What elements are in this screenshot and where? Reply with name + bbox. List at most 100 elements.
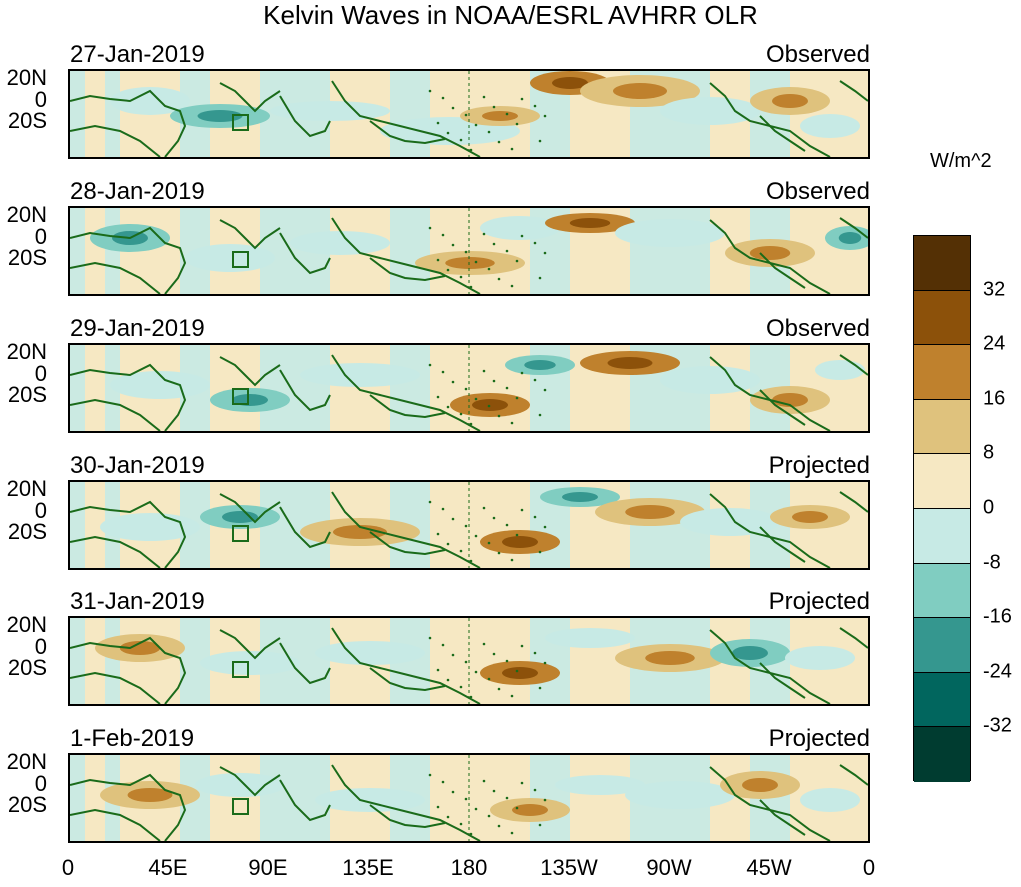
anomaly-core: [838, 232, 862, 244]
coastline: [219, 766, 281, 797]
coastline: [279, 369, 331, 412]
panel-status: Projected: [768, 588, 870, 615]
anomaly-contour: [815, 360, 865, 380]
island: [451, 653, 455, 657]
latitude-label: 0: [34, 771, 47, 796]
longitude-label: 0: [61, 855, 75, 880]
anomaly-band: [70, 618, 85, 704]
latitude-label: 20N: [6, 65, 47, 90]
colorbar-tick-label: -16: [983, 605, 1012, 628]
island: [487, 267, 491, 271]
island: [538, 550, 542, 554]
island: [538, 413, 542, 417]
latitude-label: 20N: [6, 612, 47, 637]
island: [492, 105, 496, 109]
anomaly-contour: [555, 775, 645, 795]
island: [533, 241, 537, 245]
island: [451, 380, 455, 384]
island: [482, 642, 486, 646]
anomaly-core: [569, 218, 611, 228]
island: [446, 815, 450, 819]
map-canvas: [70, 482, 868, 568]
anomaly-contour: [300, 363, 420, 387]
colorbar-swatch: [914, 563, 970, 619]
island: [464, 660, 468, 664]
island: [459, 138, 463, 142]
island: [497, 551, 501, 555]
island: [464, 387, 468, 391]
anomaly-core: [613, 83, 667, 99]
island: [482, 506, 486, 510]
island: [482, 779, 486, 783]
coastline: [70, 261, 161, 294]
coastline: [759, 799, 806, 836]
coastline: [709, 493, 831, 568]
island: [469, 422, 473, 426]
island: [482, 95, 486, 99]
coastline: [331, 217, 481, 294]
latitude-label: 20N: [6, 339, 47, 364]
colorbar-swatch: [914, 672, 970, 728]
olr-anomaly-map: [68, 343, 870, 433]
island: [520, 508, 524, 512]
coastline: [219, 356, 281, 387]
panel-status: Projected: [768, 452, 870, 479]
map-canvas: [70, 345, 868, 431]
anomaly-contour: [185, 244, 275, 272]
anomaly-contour: [545, 628, 635, 648]
island: [533, 651, 537, 655]
island: [515, 396, 519, 400]
panel-date: 28-Jan-2019: [70, 178, 205, 205]
anomaly-contour: [315, 641, 425, 665]
longitude-label: 180: [450, 855, 488, 880]
anomaly-contour: [625, 781, 735, 809]
colorbar-tick-label: 8: [983, 441, 995, 464]
longitude-label: 45E: [148, 855, 188, 880]
island: [543, 661, 547, 665]
anomaly-core: [552, 77, 588, 89]
figure-title: Kelvin Waves in NOAA/ESRL AVHRR OLR: [263, 0, 758, 30]
coastline: [369, 531, 446, 556]
longitude-label: 90E: [248, 855, 288, 880]
latitude-label: 20S: [7, 382, 47, 407]
island: [469, 559, 473, 563]
island: [469, 148, 473, 152]
anomaly-contour: [785, 646, 855, 670]
island: [469, 285, 473, 289]
anomaly-band: [70, 482, 85, 568]
colorbar-swatch: [914, 454, 970, 509]
anomaly-core: [749, 246, 791, 260]
coastline: [839, 217, 868, 239]
island: [451, 243, 455, 247]
island: [428, 226, 432, 230]
island: [446, 678, 450, 682]
colorbar-swatch: [914, 345, 970, 400]
island: [459, 549, 463, 553]
island: [459, 822, 463, 826]
island: [520, 234, 524, 238]
anomaly-core: [502, 667, 538, 679]
island: [510, 147, 514, 151]
reference-box: [232, 661, 249, 678]
olr-anomaly-map: [68, 616, 870, 706]
island: [510, 558, 514, 562]
panel-date: 31-Jan-2019: [70, 588, 205, 615]
map-panel: 30-Jan-2019 Projected 20N 0 20S: [0, 453, 1021, 590]
island: [474, 534, 478, 538]
coastline: [759, 662, 806, 699]
island: [520, 644, 524, 648]
anomaly-band: [390, 208, 430, 294]
island: [538, 686, 542, 690]
panel-status: Projected: [768, 725, 870, 752]
coastline: [331, 354, 481, 431]
island: [441, 507, 445, 511]
anomaly-band: [530, 755, 570, 841]
anomaly-band: [70, 345, 85, 431]
colorbar-units: W/m^2: [930, 150, 992, 172]
coastline: [70, 89, 187, 157]
island: [482, 369, 486, 373]
map-canvas: [70, 755, 868, 841]
island: [459, 275, 463, 279]
island: [436, 258, 440, 262]
latitude-label: 20N: [6, 476, 47, 501]
